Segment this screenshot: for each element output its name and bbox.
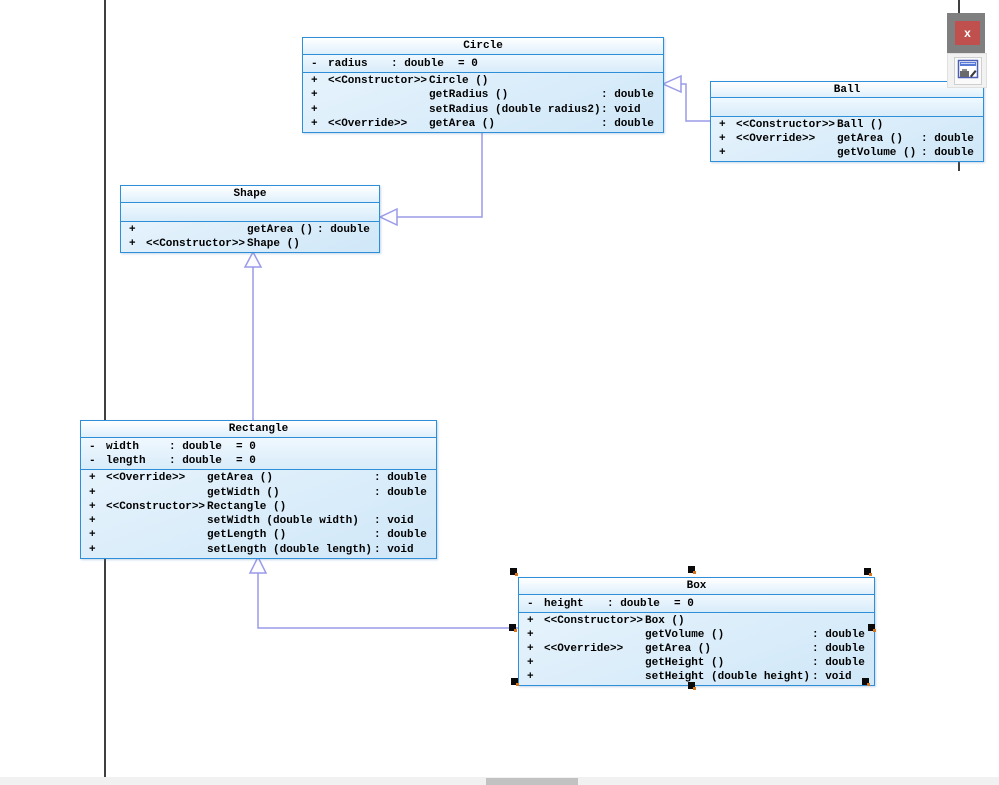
generalization-box-to-rectangle[interactable] [248, 555, 518, 629]
class-ball[interactable]: Ball + <<Constructor>> Ball () + <<Override>… [710, 81, 984, 162]
class-rectangle[interactable]: Rectangle - width: double = 0 - length: doub… [80, 420, 437, 559]
selection-handle-se[interactable] [862, 678, 870, 686]
operations-compartment: + getArea (): double + <<Constructor>> Shape… [121, 222, 379, 252]
attribute-row: - radius: double = 0 [311, 58, 478, 70]
attributes-compartment [711, 98, 983, 117]
close-icon[interactable]: x [955, 21, 980, 45]
attributes-compartment: - width: double = 0 - length: double = 0 [81, 438, 436, 470]
generalization-arrowhead [243, 250, 263, 268]
operation-row: + setLength (double length): void [89, 543, 414, 556]
operation-row: + <<Override>> getArea (): double [311, 117, 654, 130]
operation-row: + setWidth (double width): void [89, 515, 414, 528]
operation-row: + <<Constructor>> Shape () [129, 238, 300, 250]
operation-row: + <<Constructor>> Circle () [311, 75, 489, 88]
operation-row: + setRadius (double radius2): void [311, 103, 641, 116]
operation-row: + <<Constructor>> Box () [527, 615, 685, 627]
generalization-arrowhead [661, 74, 682, 94]
generalization-arrowhead [248, 555, 268, 574]
window-editor-icon[interactable] [954, 57, 982, 85]
generalization-ball-to-circle[interactable] [661, 74, 710, 122]
class-title: Circle [303, 38, 663, 55]
selection-handle-e[interactable] [868, 624, 876, 632]
selection-handle-s[interactable] [688, 682, 696, 690]
operations-compartment: + <<Constructor>> Ball () + <<Override>> getA… [711, 117, 983, 161]
selection-handle-sw[interactable] [511, 678, 519, 686]
operation-row: + getRadius (): double [311, 89, 654, 102]
class-title: Box [519, 578, 874, 595]
operation-row: + <<Override>> getArea (): double [89, 472, 427, 485]
operation-row: + <<Constructor>> Rectangle () [89, 500, 287, 513]
attribute-row: - width: double = 0 [89, 441, 256, 453]
editor-panel [947, 53, 987, 88]
window-editor-glyph [957, 59, 979, 79]
operation-row: + getVolume (): double [719, 147, 974, 159]
class-box[interactable]: Box - height: double = 0 + <<Constructor>> B… [518, 577, 875, 686]
operations-compartment: + <<Constructor>> Box () + getVolume (): dou… [519, 613, 874, 685]
page-boundary-line-left [104, 0, 106, 777]
operation-row: + getVolume (): double [527, 629, 865, 641]
generalization-arrowhead [378, 207, 398, 227]
attributes-compartment [121, 202, 379, 222]
attribute-row: - length: double = 0 [89, 455, 256, 467]
operation-row: + getLength (): double [89, 529, 427, 542]
selection-handle-ne[interactable] [864, 568, 872, 576]
operations-compartment: + <<Override>> getArea (): double + getWidth… [81, 470, 436, 558]
selection-handle-w[interactable] [509, 624, 517, 632]
class-title: Ball [711, 82, 983, 98]
selection-handle-n[interactable] [688, 566, 696, 574]
attributes-compartment: - height: double = 0 [519, 595, 874, 613]
horizontal-scrollbar-track[interactable] [0, 777, 999, 785]
horizontal-scrollbar-thumb[interactable] [486, 778, 578, 785]
operation-row: + getArea (): double [129, 224, 370, 236]
attributes-compartment: - radius: double = 0 [303, 55, 663, 73]
page-boundary-line-right-bottom [958, 160, 960, 171]
operation-row: + <<Override>> getArea (): double [719, 133, 974, 145]
operation-row: + getWidth (): double [89, 486, 427, 499]
operation-row: + setHeight (double height): void [527, 671, 852, 683]
operation-row: + <<Constructor>> Ball () [719, 119, 884, 131]
generalization-circle-to-shape[interactable] [378, 131, 483, 227]
operation-row: + getHeight (): double [527, 657, 865, 669]
selection-handle-nw[interactable] [510, 568, 518, 576]
class-shape[interactable]: Shape + getArea (): double + <<Constructor>… [120, 185, 380, 253]
operation-row: + <<Override>> getArea (): double [527, 643, 865, 655]
close-panel: x [947, 13, 985, 53]
attribute-row: - height: double = 0 [527, 598, 694, 610]
operations-compartment: + <<Constructor>> Circle () + getRadius (): … [303, 73, 663, 132]
class-title: Rectangle [81, 421, 436, 438]
generalization-rectangle-to-shape[interactable] [243, 250, 263, 420]
class-circle[interactable]: Circle - radius: double = 0 + <<Constructor… [302, 37, 664, 133]
class-title: Shape [121, 186, 379, 203]
page-boundary-line-right-top [958, 0, 960, 13]
